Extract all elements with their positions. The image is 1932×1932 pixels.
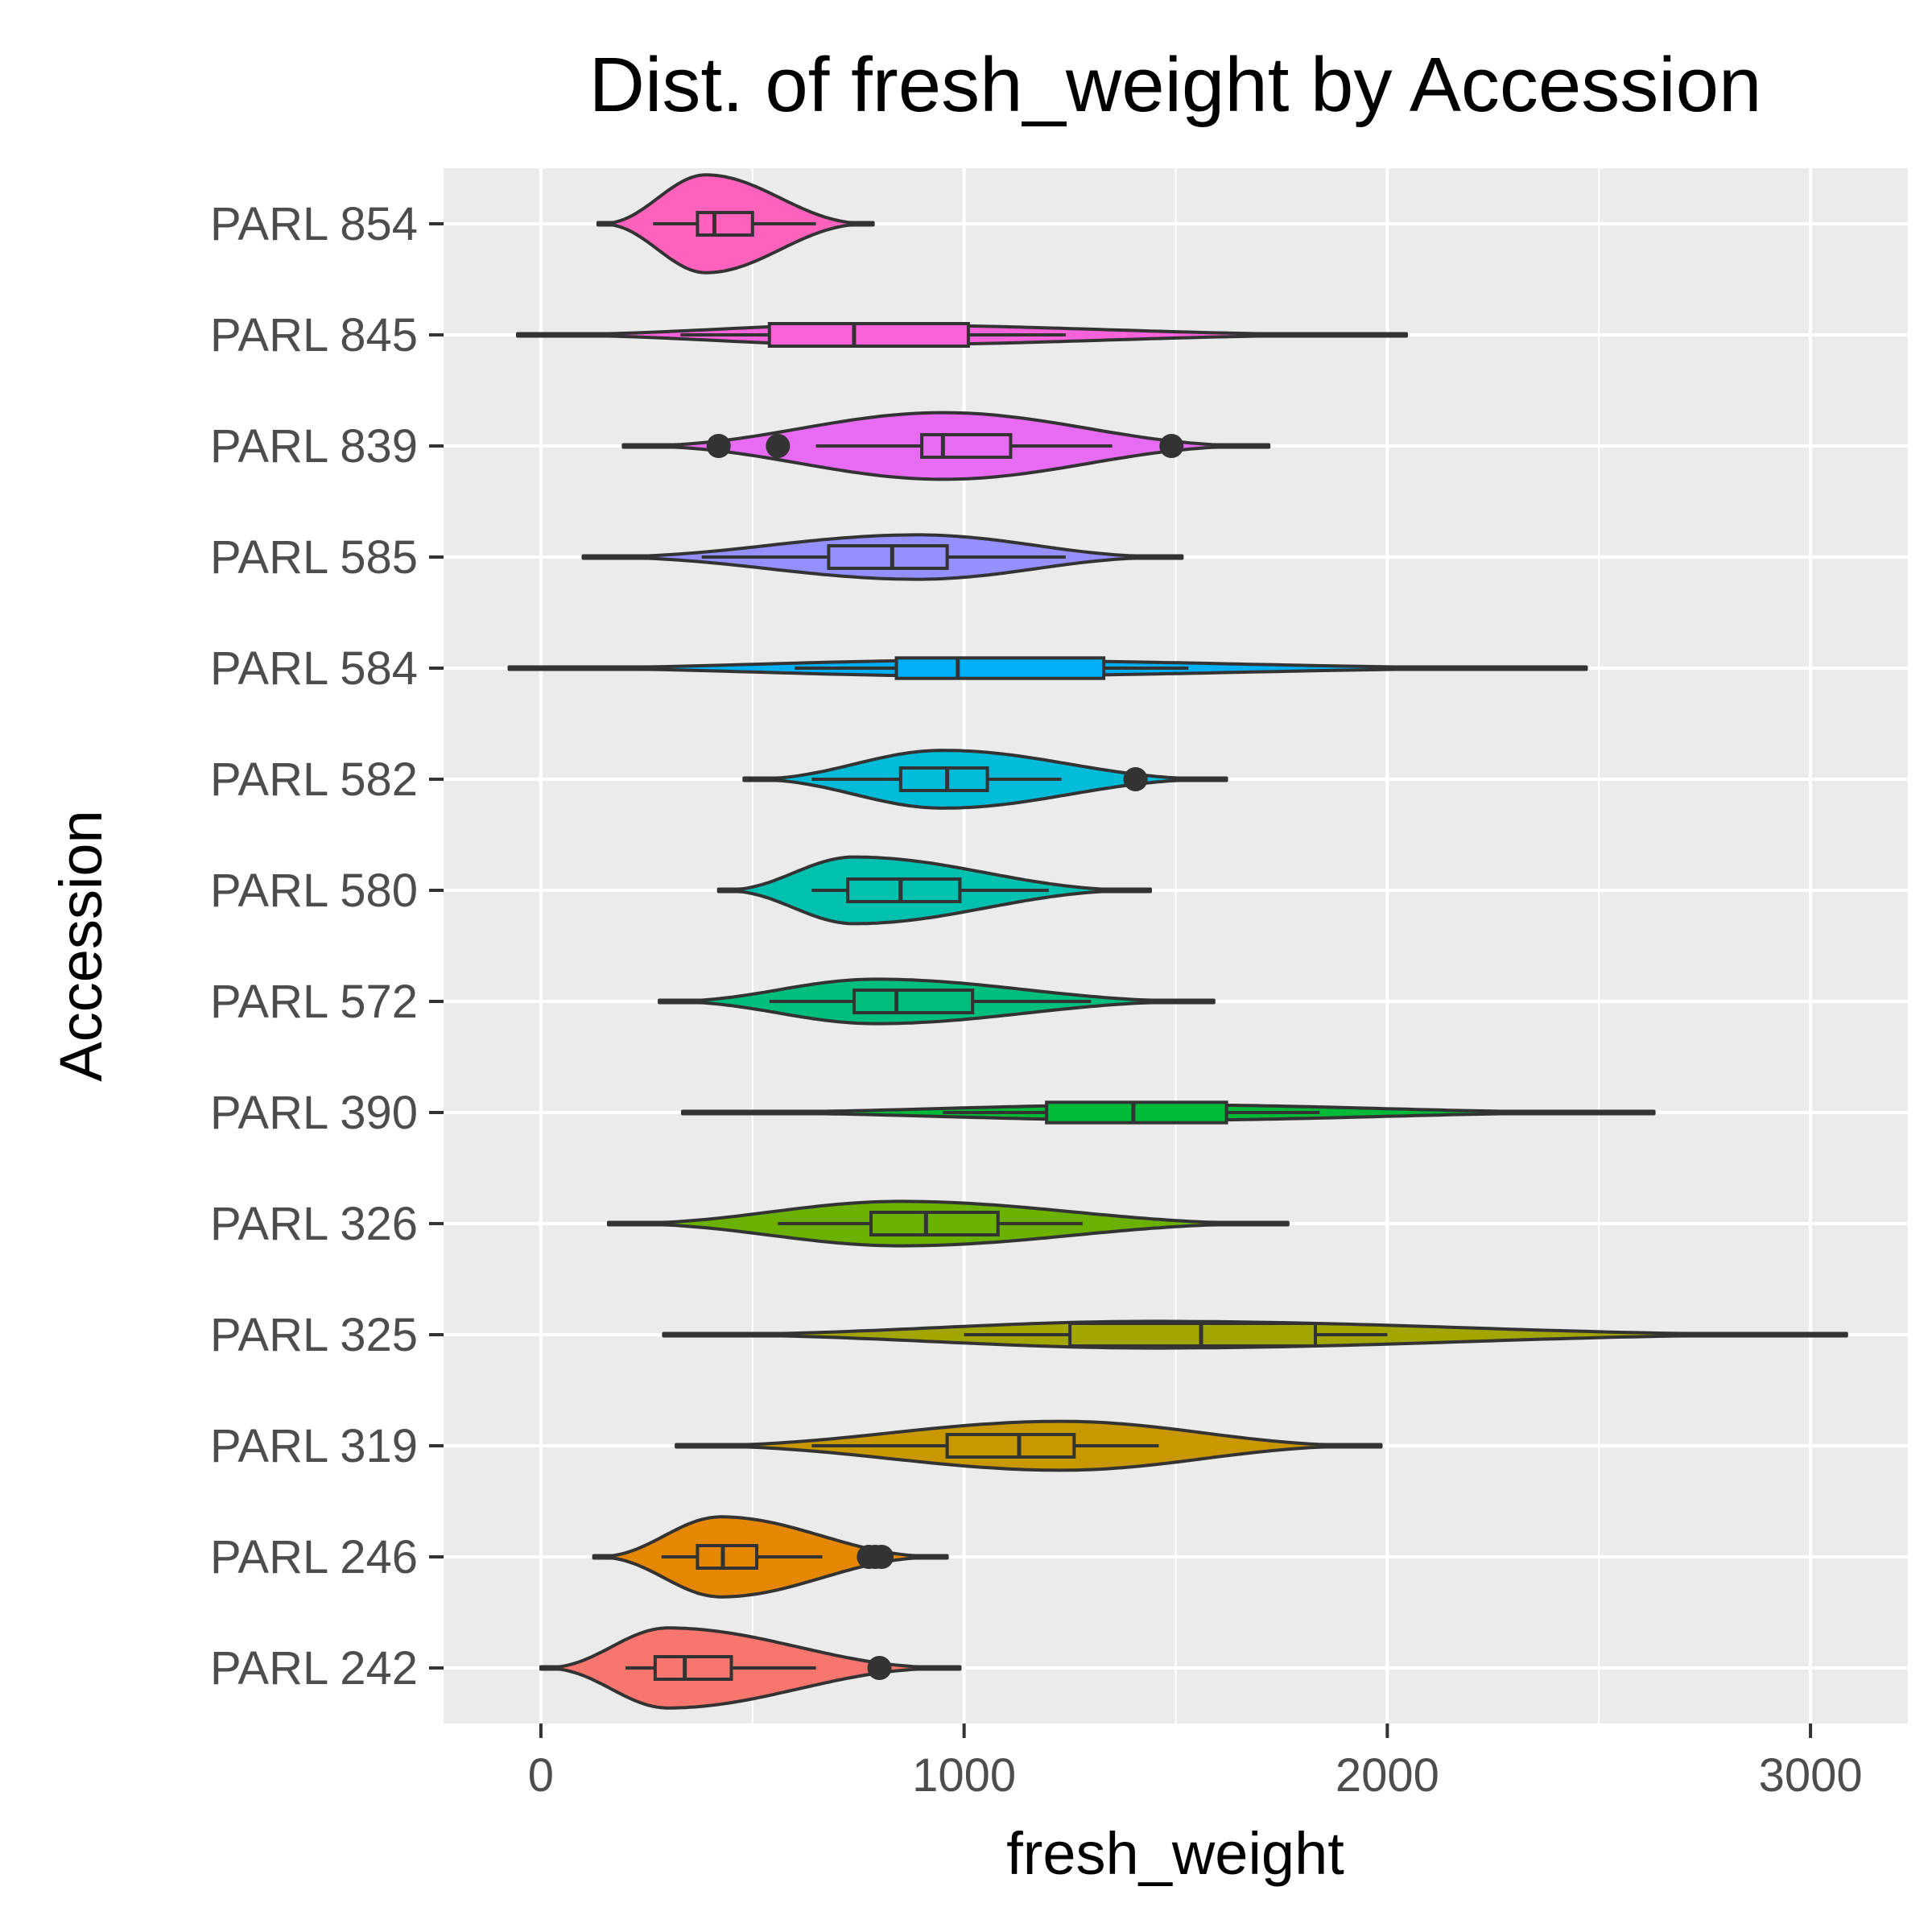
y-tick-label: PARL 326	[210, 1198, 418, 1250]
chart-title: Dist. of fresh_weight by Accession	[589, 42, 1762, 128]
box-iqr	[846, 877, 962, 903]
x-tick-label: 1000	[912, 1749, 1016, 1802]
box-iqr	[1068, 1322, 1317, 1348]
box-iqr	[653, 1655, 733, 1681]
x-axis-title: fresh_weight	[1006, 1820, 1344, 1887]
x-tick-label: 3000	[1759, 1749, 1863, 1802]
box-iqr	[696, 1544, 759, 1570]
y-tick-label: PARL 319	[210, 1420, 418, 1472]
box-iqr	[920, 433, 1013, 459]
minor-grid	[751, 168, 1600, 1724]
outlier-point	[706, 434, 731, 458]
outlier-point	[1123, 767, 1148, 791]
box-iqr	[945, 1433, 1076, 1459]
x-axis: 0 1000 2000 3000	[528, 1724, 1863, 1802]
y-tick-label: PARL 572	[210, 976, 418, 1028]
x-tick-label: 2000	[1335, 1749, 1439, 1802]
y-axis: PARL 242 PARL 246 PARL 319 PARL 325 PARL 326…	[210, 198, 444, 1695]
y-tick-label: PARL 839	[210, 420, 418, 473]
box-iqr	[767, 322, 970, 348]
box-iqr	[898, 766, 989, 792]
y-tick-label: PARL 325	[210, 1309, 418, 1361]
x-tick-label: 0	[528, 1749, 554, 1802]
box-iqr	[894, 656, 1106, 680]
y-tick-label: PARL 585	[210, 531, 418, 584]
outlier-point	[766, 434, 791, 458]
y-tick-label: PARL 246	[210, 1531, 418, 1583]
outlier-point	[867, 1656, 892, 1680]
box-iqr	[1045, 1100, 1228, 1125]
y-tick-label: PARL 580	[210, 865, 418, 917]
box-iqr	[827, 544, 949, 570]
box-iqr	[696, 211, 754, 237]
y-tick-label: PARL 854	[210, 198, 418, 250]
violin-layer	[507, 173, 1848, 1710]
box-iqr	[869, 1211, 1000, 1236]
y-axis-title: Accession	[47, 810, 114, 1081]
y-tick-label: PARL 242	[210, 1642, 418, 1695]
y-tick-label: PARL 582	[210, 753, 418, 806]
box-iqr	[852, 989, 975, 1014]
y-tick-label: PARL 584	[210, 642, 418, 695]
outlier-point	[869, 1545, 894, 1569]
y-tick-label: PARL 390	[210, 1087, 418, 1139]
outlier-point	[1159, 434, 1184, 458]
y-tick-label: PARL 845	[210, 309, 418, 361]
